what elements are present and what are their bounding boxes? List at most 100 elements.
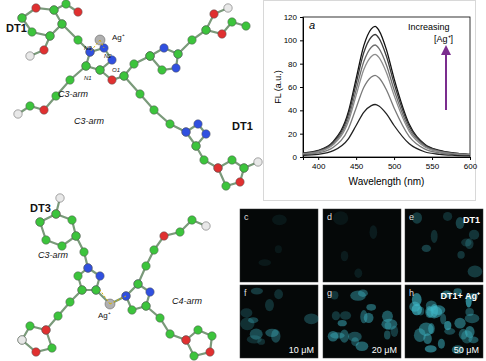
micrograph-image xyxy=(323,209,401,282)
atom xyxy=(52,210,60,218)
atom xyxy=(46,32,54,40)
y-tick-mark xyxy=(300,87,303,88)
atom xyxy=(74,272,82,280)
y-tick-label: 0 xyxy=(293,153,298,162)
atom xyxy=(78,286,86,294)
cell-glow xyxy=(465,308,473,316)
atom xyxy=(194,120,202,128)
atom xyxy=(96,66,104,74)
x-tick-mark xyxy=(470,157,471,160)
atom xyxy=(228,156,236,164)
y-tick-label: 120 xyxy=(284,13,298,22)
x-tick-mark xyxy=(394,157,395,160)
atom xyxy=(62,0,70,8)
atom xyxy=(142,302,150,310)
atom xyxy=(42,326,50,334)
atom xyxy=(40,46,48,54)
y-tick-label: 80 xyxy=(288,60,297,69)
atom xyxy=(74,8,82,16)
cell-glow xyxy=(274,289,283,299)
atom xyxy=(214,164,222,172)
cell-glow xyxy=(369,225,377,239)
atom xyxy=(32,4,40,12)
cell-glow xyxy=(304,313,319,324)
cell-glow xyxy=(338,320,347,326)
cell-glow xyxy=(330,332,345,338)
cell-glow xyxy=(444,328,455,335)
cell-glow xyxy=(265,299,274,311)
spectrum-line xyxy=(303,54,470,155)
cell-glow xyxy=(251,288,263,295)
y-tick: 60 xyxy=(288,83,303,92)
atom xyxy=(142,262,150,270)
atom xyxy=(42,326,50,334)
atom xyxy=(146,52,154,60)
cell-glow xyxy=(431,305,445,315)
micrograph-label: d xyxy=(327,212,332,222)
annotation-arrow xyxy=(445,50,447,110)
atom xyxy=(142,302,150,310)
coordination xyxy=(100,40,104,48)
atom xyxy=(14,110,22,118)
atom xyxy=(182,336,190,344)
atom xyxy=(54,312,62,320)
cell-glow xyxy=(384,331,391,340)
cell-glow xyxy=(391,325,399,336)
structure-label: N1 xyxy=(84,75,92,81)
cell-glow xyxy=(332,311,340,320)
cell-glow xyxy=(454,318,465,329)
bond xyxy=(22,290,82,352)
atom xyxy=(202,222,210,230)
y-tick-mark xyxy=(300,64,303,65)
cell-glow xyxy=(438,339,445,349)
atom xyxy=(50,6,58,14)
atom xyxy=(240,164,248,172)
atom xyxy=(182,128,190,136)
x-tick-mark xyxy=(318,157,319,160)
atom xyxy=(166,330,174,338)
atom xyxy=(146,288,154,296)
cell-glow xyxy=(333,211,348,225)
atom xyxy=(120,72,128,80)
atom xyxy=(202,26,210,34)
atom xyxy=(136,90,144,98)
micrograph-concentration: 10 μM xyxy=(289,345,314,355)
atom xyxy=(18,336,26,344)
figure: DT1N3Ag⁺N2N1O1C3-armC3-armDT1DT3C3-armC4… xyxy=(0,0,486,361)
atom xyxy=(176,228,184,236)
structure-label: DT3 xyxy=(30,202,51,214)
spectrum-line xyxy=(303,75,470,155)
atom xyxy=(48,344,56,352)
x-tick-label: 550 xyxy=(426,162,440,171)
atom xyxy=(202,26,210,34)
structure-label: C3-arm xyxy=(58,89,89,99)
coordination xyxy=(100,290,110,304)
micrograph: f 10 μM xyxy=(240,285,319,358)
micrograph-label: e xyxy=(409,212,414,222)
cell-glow xyxy=(258,259,271,266)
atom xyxy=(82,62,90,70)
cell-glow xyxy=(417,307,424,316)
structure-label: C3-arm xyxy=(74,116,105,126)
atom xyxy=(158,66,166,74)
cell-glow xyxy=(341,251,349,261)
cell-glow xyxy=(440,313,446,324)
x-tick-label: 400 xyxy=(312,162,326,171)
cell-glow xyxy=(423,333,432,344)
atom xyxy=(50,6,58,14)
atom xyxy=(130,60,138,68)
atom xyxy=(92,286,100,294)
spectrum-line xyxy=(303,26,470,154)
x-axis: 400450500550600 xyxy=(304,157,478,171)
atom xyxy=(18,14,26,22)
x-tick-label: 600 xyxy=(464,162,478,171)
micrograph-label: h xyxy=(409,288,414,298)
atom xyxy=(78,286,86,294)
atom xyxy=(58,20,66,28)
y-tick: 80 xyxy=(288,60,303,69)
atom xyxy=(190,352,198,360)
x-tick: 450 xyxy=(350,157,364,171)
y-tick-label: 40 xyxy=(288,106,297,115)
atom xyxy=(96,66,104,74)
micrograph-label: f xyxy=(244,288,247,298)
